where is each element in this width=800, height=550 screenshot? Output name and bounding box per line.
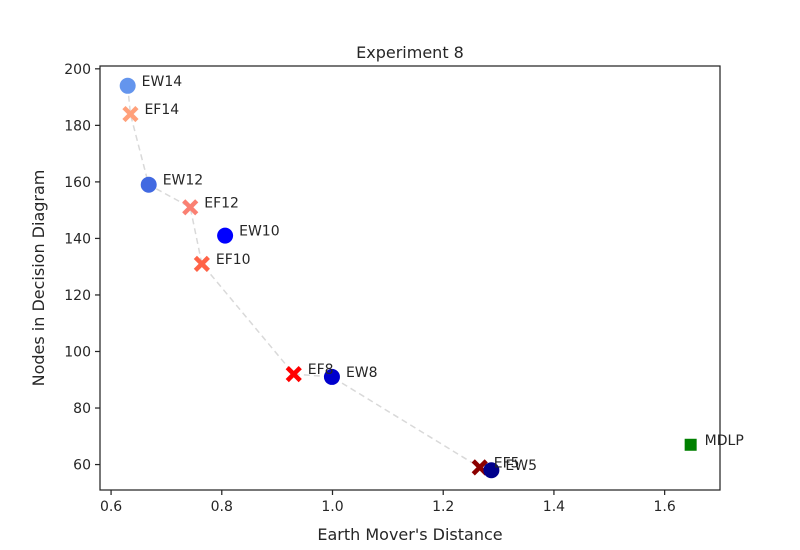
y-tick-label: 120: [64, 288, 91, 304]
x-tick-label: 0.8: [211, 499, 233, 515]
pareto-connector-line: [126, 85, 492, 471]
point-label-ew14: EW14: [142, 74, 183, 90]
plot-frame: [99, 65, 721, 491]
y-tick-label: 160: [64, 175, 91, 191]
data-points: [119, 77, 697, 479]
point-label-ew8: EW8: [346, 365, 378, 381]
point-mdlp: [684, 438, 697, 451]
x-tick-label: 1.0: [321, 499, 343, 515]
point-ef10: [193, 255, 210, 272]
x-tick-label: 0.6: [100, 499, 122, 515]
x-tick-label: 1.6: [654, 499, 676, 515]
point-ef12: [182, 199, 199, 216]
point-label-mdlp: MDLP: [705, 433, 744, 449]
point-label-ew5: EW5: [505, 458, 537, 474]
point-ew5: [483, 462, 500, 479]
y-tick-label: 100: [64, 344, 91, 360]
point-ew12: [140, 176, 157, 193]
y-tick-label: 80: [73, 401, 91, 417]
y-axis-label: Nodes in Decision Diagram: [29, 170, 48, 387]
point-label-ef14: EF14: [144, 102, 179, 118]
point-ew10: [217, 227, 234, 244]
point-label-ew10: EW10: [239, 224, 280, 240]
chart-title: Experiment 8: [356, 43, 464, 62]
point-ef14: [122, 105, 139, 123]
x-tick-label: 1.4: [543, 499, 565, 515]
point-ew8: [323, 368, 340, 385]
point-label-ef10: EF10: [216, 252, 251, 268]
y-tick-label: 180: [64, 118, 91, 134]
point-label-ef8: EF8: [308, 362, 334, 378]
point-ew14: [119, 77, 136, 94]
axis-ticks: 0.6 0.8 1.0 1.2 1.4 1.6 60 80 100 120 140 160 180 200: [64, 62, 676, 515]
y-tick-label: 200: [64, 62, 91, 78]
y-tick-label: 140: [64, 231, 91, 247]
x-tick-label: 1.2: [432, 499, 454, 515]
y-tick-label: 60: [73, 458, 91, 474]
point-label-ef12: EF12: [204, 195, 239, 211]
point-label-ew12: EW12: [163, 173, 204, 189]
point-label-ef5: EF5: [494, 455, 520, 471]
x-axis-label: Earth Mover's Distance: [317, 525, 502, 544]
point-ef8: [285, 366, 302, 383]
